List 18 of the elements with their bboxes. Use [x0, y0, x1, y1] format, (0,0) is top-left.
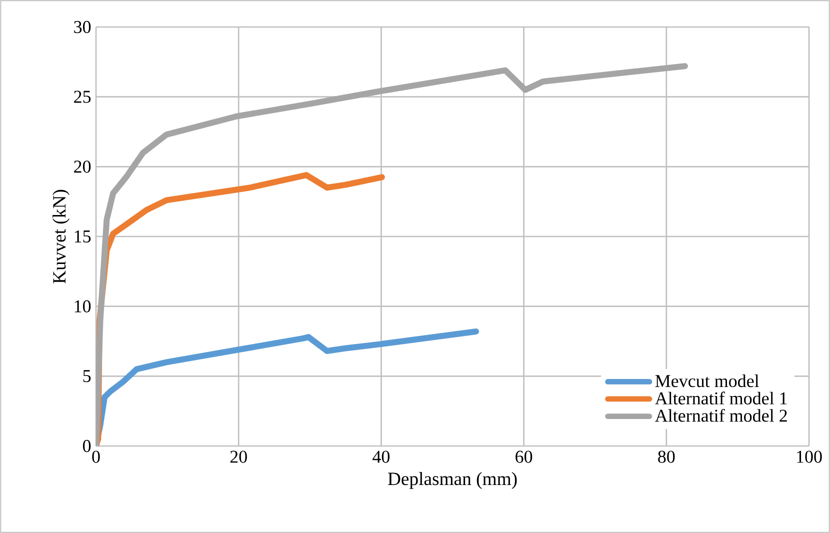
- x-tick-label: 100: [797, 450, 822, 463]
- y-tick-label: 0: [82, 440, 91, 452]
- x-tick-label: 60: [516, 450, 532, 463]
- legend-label: Alternatif model 1: [655, 392, 787, 404]
- x-tick-label: 20: [230, 450, 247, 463]
- y-tick-label: 5: [83, 370, 91, 382]
- y-tick-label: 30: [74, 20, 91, 34]
- y-tick-label: 25: [74, 90, 91, 103]
- x-axis-title: Deplasman (mm): [388, 472, 517, 489]
- y-tick-label: 15: [74, 230, 91, 243]
- y-axis-title: Kuvvet (kN): [52, 190, 70, 284]
- x-tick-label: 40: [372, 450, 390, 463]
- x-tick-label: 80: [658, 450, 675, 463]
- y-tick-label: 10: [74, 300, 91, 312]
- legend-label: Mevcut model: [655, 374, 759, 388]
- legend-label: Alternatif model 2: [655, 408, 787, 422]
- y-tick-label: 20: [74, 160, 91, 173]
- x-tick-label: 0: [92, 450, 100, 463]
